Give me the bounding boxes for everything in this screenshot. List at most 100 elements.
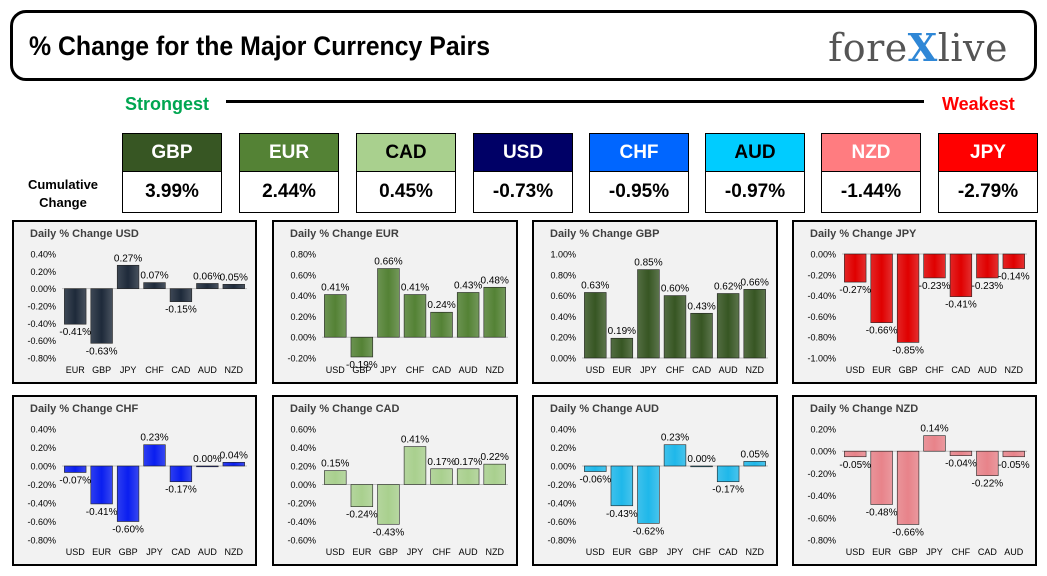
bar-gbp — [896, 253, 920, 343]
category-label: NZD — [1005, 365, 1024, 375]
bar-eur — [64, 288, 87, 325]
bar-cad — [716, 465, 740, 483]
bar-usd — [64, 465, 87, 473]
chart-title: Daily % Change AUD — [550, 403, 660, 415]
bar-gbp — [90, 288, 113, 344]
bar-aud — [456, 292, 480, 338]
data-label: 0.24% — [427, 300, 455, 311]
data-label: -0.19% — [346, 360, 378, 371]
data-label: -0.41% — [945, 300, 977, 311]
chart-svg: 0.40% 0.20% 0.00% -0.20% -0.40% -0.60% -0.80% -… — [27, 250, 248, 376]
y-tick-label: 0.00% — [810, 250, 836, 260]
bar-jpy — [923, 435, 946, 452]
category-label: CHF — [952, 547, 971, 557]
bar-usd — [844, 253, 867, 283]
data-label: 0.66% — [741, 277, 769, 288]
bar-chf — [949, 450, 973, 456]
y-tick-label: -0.20% — [287, 499, 316, 509]
data-label: 0.00% — [687, 454, 715, 465]
chart-title: Daily % Change CAD — [290, 403, 400, 415]
category-label: GBP — [92, 365, 111, 375]
currency-box-nzd: NZD -1.44% — [821, 133, 921, 213]
category-label: NZD — [485, 547, 504, 557]
y-tick-label: -0.40% — [547, 499, 576, 509]
y-tick-label: -0.60% — [807, 513, 836, 523]
category-label: CHF — [925, 365, 944, 375]
data-label: -0.05% — [998, 460, 1030, 471]
category-label: AUD — [978, 365, 998, 375]
category-label: AUD — [719, 365, 739, 375]
chart-svg: 0.00% -0.20% -0.40% -0.60% -0.80% -1.00% -0.27… — [807, 250, 1029, 376]
bar-eur — [90, 465, 113, 505]
chart-svg: 0.40% 0.20% 0.00% -0.20% -0.40% -0.60% -0.80% -… — [27, 425, 248, 558]
category-label: CAD — [951, 365, 971, 375]
bar-eur — [610, 465, 634, 507]
bar-chf — [403, 294, 427, 338]
currency-box-cad: CAD 0.45% — [356, 133, 456, 213]
currency-box-chf: CHF -0.95% — [589, 133, 689, 213]
category-label: CAD — [171, 547, 191, 557]
y-tick-label: -0.60% — [547, 517, 576, 527]
y-tick-label: -0.60% — [807, 312, 836, 322]
category-label: EUR — [66, 365, 86, 375]
currency-code: JPY — [939, 134, 1037, 172]
y-tick-label: -0.40% — [27, 319, 56, 329]
data-label: -0.06% — [579, 475, 611, 486]
page-title: % Change for the Major Currency Pairs — [29, 31, 491, 61]
chart-svg: 0.80% 0.60% 0.40% 0.20% 0.00% -0.20% 0.41% USD -… — [287, 250, 509, 376]
bar-cad — [690, 312, 713, 359]
currency-box-usd: USD -0.73% — [473, 133, 573, 213]
data-label: 0.63% — [581, 280, 609, 291]
data-label: -0.04% — [945, 459, 977, 470]
chart-panel-7: Daily % Change NZD 0.20% 0.00% -0.20% -0.40%… — [792, 395, 1037, 566]
data-label: 0.05% — [741, 449, 769, 460]
y-tick-label: 0.00% — [290, 480, 316, 490]
category-label: CAD — [978, 547, 998, 557]
data-label: -0.15% — [165, 305, 197, 316]
category-label: USD — [586, 547, 606, 557]
bar-chf — [143, 282, 166, 289]
bar-aud — [976, 253, 999, 279]
data-label: 0.23% — [140, 433, 168, 444]
forexlive-logo: foreXlive — [828, 25, 1008, 70]
bar-chf — [923, 253, 946, 279]
cumulative-change-value: 2.44% — [240, 172, 338, 212]
bar-eur — [870, 253, 893, 323]
bar-usd — [324, 470, 347, 485]
y-tick-label: -0.20% — [547, 480, 576, 490]
category-label: USD — [66, 547, 86, 557]
data-label: 0.19% — [608, 326, 636, 337]
data-label: 0.04% — [220, 450, 248, 461]
category-label: CHF — [432, 547, 451, 557]
cumulative-change-value: -1.44% — [822, 172, 920, 212]
data-label: -0.27% — [839, 285, 871, 296]
y-tick-label: 0.00% — [550, 462, 576, 472]
data-label: -0.43% — [606, 509, 638, 520]
data-label: -0.24% — [346, 510, 378, 521]
chart-svg: 0.20% 0.00% -0.20% -0.40% -0.60% -0.80% -0.05%… — [807, 424, 1030, 557]
data-label: 0.00% — [193, 454, 221, 465]
bar-cad — [169, 288, 193, 302]
bar-nzd — [483, 286, 506, 338]
y-tick-label: 0.80% — [550, 270, 576, 280]
data-label: 0.17% — [427, 457, 455, 468]
y-tick-label: 0.60% — [290, 425, 316, 435]
y-tick-label: 0.00% — [30, 284, 56, 294]
bar-nzd — [222, 284, 245, 289]
category-label: AUD — [459, 365, 479, 375]
category-label: JPY — [407, 547, 424, 557]
data-label: 0.14% — [920, 424, 948, 435]
data-label: -0.07% — [59, 475, 91, 486]
data-label: -0.43% — [373, 527, 405, 538]
data-label: 0.43% — [687, 301, 715, 312]
y-tick-label: 0.80% — [290, 250, 316, 260]
bar-aud — [456, 468, 480, 485]
data-label: -0.66% — [866, 326, 898, 337]
category-label: EUR — [872, 365, 892, 375]
y-tick-label: 0.20% — [30, 443, 56, 453]
bar-eur — [610, 337, 634, 359]
y-tick-label: -0.60% — [287, 536, 316, 546]
currency-code: CHF — [590, 134, 688, 172]
chart-panel-6: Daily % Change AUD 0.40% 0.20% 0.00% -0.20% -… — [532, 395, 778, 566]
category-label: JPY — [640, 365, 657, 375]
